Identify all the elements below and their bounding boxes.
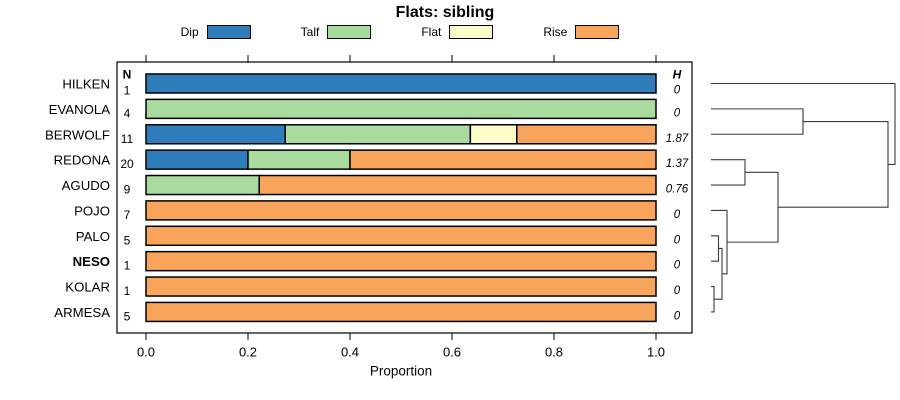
h-value: 0 <box>674 310 681 322</box>
x-axis-label: Proportion <box>370 364 432 379</box>
bar-segment-rise <box>349 149 657 170</box>
legend-swatch-flat <box>449 25 494 39</box>
n-value: 7 <box>124 208 131 222</box>
bar-segment-talf <box>284 124 472 145</box>
bar-segment-rise <box>145 276 657 297</box>
bar-segment-rise <box>258 174 657 196</box>
x-tick-label: 0.0 <box>137 345 155 360</box>
n-value: 11 <box>121 132 134 146</box>
h-value: 0 <box>674 107 681 119</box>
h-value: 0 <box>674 209 681 221</box>
legend-swatch-rise <box>575 25 620 39</box>
legend-item-talf: Talf <box>301 25 372 39</box>
legend-item-flat: Flat <box>421 25 494 39</box>
bar-segment-dip <box>145 124 286 145</box>
legend-label-rise: Rise <box>543 25 568 39</box>
n-value: 4 <box>124 106 131 120</box>
bar-segment-rise <box>145 250 657 272</box>
h-value: 0 <box>674 285 681 297</box>
bar-segment-rise <box>516 124 657 145</box>
x-tick-label: 0.8 <box>545 345 563 360</box>
n-value: 1 <box>124 259 131 273</box>
x-tick-label: 1.0 <box>647 345 665 360</box>
bar-segment-rise <box>145 225 657 247</box>
row-label-neso: NESO <box>73 254 110 269</box>
h-value: 0 <box>674 260 681 272</box>
legend-swatch-dip <box>206 25 251 39</box>
row-label-armesa: ARMESA <box>54 305 110 320</box>
legend-label-flat: Flat <box>421 25 442 39</box>
chart-title: Flats: sibling <box>395 4 495 21</box>
legend: Dip Talf Flat Rise <box>0 25 800 39</box>
x-tick-label: 0.4 <box>341 345 359 360</box>
bar-segment-talf <box>247 149 351 170</box>
bar-segment-dip <box>145 73 657 94</box>
h-value: 0.76 <box>666 184 689 196</box>
dendrogram-link-m5 <box>711 159 746 186</box>
legend-swatch-talf <box>327 25 372 39</box>
bar-segment-dip <box>145 149 249 170</box>
row-label-berwolf: BERWOLF <box>45 127 110 142</box>
legend-label-talf: Talf <box>300 25 320 39</box>
dendrogram-link-m1 <box>711 285 715 313</box>
h-value: 0 <box>674 85 681 97</box>
row-label-agudo: AGUDO <box>62 178 110 193</box>
bar-segment-rise <box>145 301 657 323</box>
x-tick-label: 0.6 <box>443 345 461 360</box>
h-value: 1.87 <box>666 133 689 145</box>
row-label-redona: REDONA <box>54 153 111 168</box>
h-column-header: H <box>673 68 682 82</box>
bar-segment-talf <box>145 174 260 196</box>
n-value: 5 <box>124 233 131 247</box>
dendrogram-link-m2 <box>711 235 720 262</box>
row-label-palo: PALO <box>76 229 110 244</box>
n-value: 20 <box>120 157 134 171</box>
plot-frame <box>116 61 693 334</box>
row-label-kolar: KOLAR <box>65 280 110 295</box>
h-value: 1.37 <box>666 158 689 170</box>
n-value: 9 <box>124 183 131 197</box>
x-tick-label: 0.2 <box>239 345 257 360</box>
bar-segment-rise <box>145 200 657 221</box>
h-value: 0 <box>674 234 681 246</box>
n-value: 5 <box>124 309 131 323</box>
legend-label-dip: Dip <box>180 25 199 39</box>
row-label-evanola: EVANOLA <box>49 102 111 117</box>
n-column-header: N <box>123 68 132 82</box>
row-label-pojo: POJO <box>74 203 110 218</box>
n-value: 1 <box>124 284 131 298</box>
row-label-hilken: HILKEN <box>62 77 110 92</box>
bar-segment-talf <box>145 98 657 120</box>
dendrogram-link-m7 <box>711 108 804 135</box>
dendrogram-link-m9 <box>711 82 896 165</box>
n-value: 1 <box>124 84 131 98</box>
legend-item-dip: Dip <box>181 25 251 39</box>
dendrogram-link-m6 <box>727 171 779 243</box>
bar-segment-flat <box>469 124 518 145</box>
legend-item-rise: Rise <box>543 25 620 39</box>
